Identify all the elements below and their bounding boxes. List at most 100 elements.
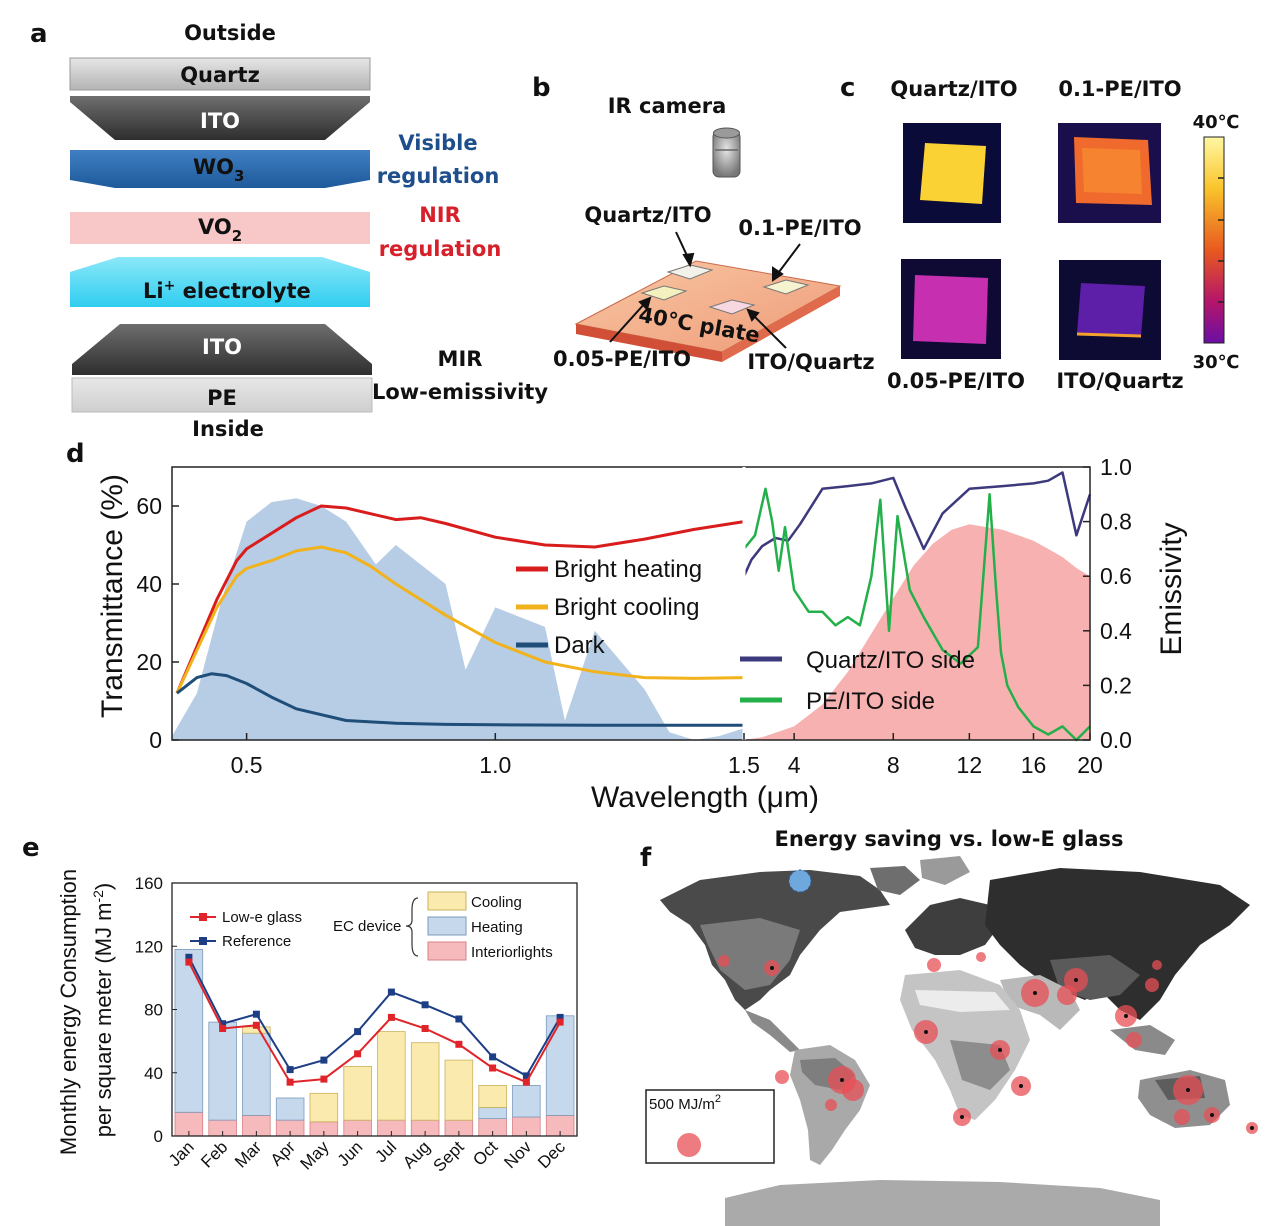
inside-label: Inside bbox=[192, 417, 264, 441]
x-tick-label-e: Jun bbox=[334, 1137, 367, 1170]
x-tick-label-e: May bbox=[297, 1137, 333, 1173]
bar-heating-mar bbox=[242, 1032, 271, 1116]
series-reference-line bbox=[188, 956, 561, 1078]
y-tick-label-right: 0.0 bbox=[1100, 727, 1132, 753]
series-bright-heating-line bbox=[175, 504, 745, 694]
x-tick-label-e: Jan bbox=[165, 1137, 198, 1170]
marker-reference bbox=[387, 988, 395, 996]
bubble-scale-label: 500 MJ/m2 bbox=[649, 1093, 721, 1113]
series-solar-spectrum-area bbox=[172, 498, 744, 740]
panel-f: f Energy saving vs. low-E glass bbox=[640, 827, 1258, 1226]
marker-low-e-glass bbox=[320, 1075, 328, 1083]
series-pe-ito-side-line bbox=[743, 487, 1091, 742]
bar-cooling-oct bbox=[478, 1085, 507, 1108]
legend-d-right: Quartz/ITO side PE/ITO side bbox=[740, 647, 975, 715]
x-tick-label-e: Apr bbox=[267, 1137, 299, 1169]
marker-low-e-glass bbox=[354, 1050, 362, 1058]
marker-reference bbox=[489, 1053, 497, 1061]
legend-label-heating: Heating bbox=[471, 919, 523, 936]
energy-saving-bubbles bbox=[718, 952, 1258, 1134]
bar-heating-nov bbox=[512, 1085, 541, 1118]
marker-reference bbox=[252, 1010, 260, 1018]
pe-layer bbox=[71, 377, 373, 413]
map-title: Energy saving vs. low-E glass bbox=[774, 827, 1123, 851]
x-tick-label-e: Feb bbox=[197, 1137, 231, 1171]
marker-reference bbox=[286, 1066, 294, 1074]
outside-label: Outside bbox=[184, 21, 276, 45]
x-tick-label-left: 0.5 bbox=[231, 752, 263, 778]
ir-camera-icon bbox=[712, 127, 741, 178]
marker-low-e-glass bbox=[252, 1021, 260, 1029]
legend-swatch-cooling bbox=[427, 891, 467, 911]
mir-label-1: MIR bbox=[438, 347, 483, 371]
legend-d-left: Bright heating Bright cooling Dark bbox=[516, 556, 702, 659]
x-tick-label-e: Mar bbox=[231, 1137, 265, 1171]
legend-label-bright-heating: Bright heating bbox=[554, 556, 702, 583]
ito-bottom-label: ITO bbox=[202, 335, 242, 359]
series-dark-line bbox=[176, 672, 744, 727]
legend-label-quartz-side: Quartz/ITO side bbox=[806, 647, 975, 674]
panel-letter-b: b bbox=[532, 73, 551, 103]
panel-b-arrows bbox=[609, 231, 801, 349]
bubble bbox=[976, 952, 986, 962]
y-axis-title-transmittance: Transmittance (%) bbox=[96, 474, 129, 718]
legend-label-dark: Dark bbox=[554, 632, 606, 659]
panel-a: a Outside Quartz ITO WO3 VO2 Li+ electro… bbox=[30, 19, 548, 441]
sample-0.1-pe-ito bbox=[762, 279, 810, 295]
panel-letter-e: e bbox=[22, 833, 40, 863]
bar-cooling-sept bbox=[444, 1059, 474, 1121]
x-tick-label-right: 16 bbox=[1021, 752, 1047, 778]
y-tick-label-e: 0 bbox=[154, 1127, 163, 1146]
sample-0.05-pe-ito bbox=[640, 285, 688, 301]
bubble bbox=[1174, 1109, 1190, 1125]
marker-reference bbox=[421, 1001, 429, 1009]
series-quartz-ito-side-line bbox=[742, 471, 1092, 577]
sample-ito-quartz bbox=[708, 299, 756, 315]
marker-reference bbox=[219, 1020, 227, 1028]
y-tick-label-right: 0.2 bbox=[1100, 672, 1132, 698]
y-tick-label-right: 0.4 bbox=[1100, 618, 1132, 644]
temperature-scale-bar bbox=[1203, 136, 1225, 344]
panel-c: c Quartz/ITO 0.1-PE/ITO 0.05-PE/ITO ITO/… bbox=[840, 73, 1239, 393]
nir-reg-label-1: NIR bbox=[419, 203, 461, 227]
thermal-title-ito-quartz: ITO/Quartz bbox=[1056, 369, 1183, 393]
label-0.05-pe-ito-b: 0.05-PE/ITO bbox=[553, 347, 691, 371]
visible-reg-label-1: Visible bbox=[398, 131, 477, 155]
bubble-scale-sample bbox=[677, 1133, 701, 1157]
quartz-label: Quartz bbox=[180, 63, 260, 87]
marker-reference bbox=[556, 1013, 564, 1021]
ito-bottom-layer bbox=[72, 324, 372, 375]
bar-cooling-jun bbox=[343, 1066, 372, 1121]
bubble bbox=[1126, 1032, 1142, 1048]
series-low-e-glass-line bbox=[188, 961, 561, 1084]
bubble bbox=[842, 1079, 864, 1101]
bubble-scale-box bbox=[645, 1089, 775, 1164]
panel-letter-d: d bbox=[66, 439, 85, 469]
legend-swatch-heating bbox=[427, 916, 467, 936]
marker-reference bbox=[522, 1072, 530, 1080]
x-axis-title-wavelength: Wavelength (μm) bbox=[591, 781, 819, 814]
x-tick-label-right: 20 bbox=[1077, 752, 1103, 778]
bubble bbox=[1152, 960, 1162, 970]
ec-device-label: EC device bbox=[333, 918, 401, 935]
scale-max-label: 40℃ bbox=[1193, 112, 1240, 133]
y-axis-title-e-line2: per square meter (MJ m-2) bbox=[90, 883, 116, 1138]
y-tick-label-right: 1.0 bbox=[1100, 454, 1132, 480]
bar-heating-jan bbox=[174, 949, 204, 1113]
label-ito-quartz-b: ITO/Quartz bbox=[747, 350, 874, 374]
bar-heating-apr bbox=[275, 1097, 305, 1121]
visible-reg-label-2: regulation bbox=[377, 164, 500, 188]
thermal-title-0.05-pe-ito: 0.05-PE/ITO bbox=[887, 369, 1025, 393]
marker-low-e-glass bbox=[522, 1078, 530, 1086]
vo2-label: VO2 bbox=[198, 215, 242, 245]
x-tick-label-e: Jul bbox=[371, 1137, 400, 1166]
marker-low-e-glass bbox=[489, 1064, 497, 1072]
legend-label-pe-side: PE/ITO side bbox=[806, 688, 935, 715]
panel-d: d 0 20 40 60 0.5 1.0 1.5 0.0 0.2 0.4 0.6 0.8 1.0 4 8 12… bbox=[66, 439, 1188, 814]
legend-label-low-e: Low-e glass bbox=[222, 909, 302, 926]
marker-low-e-glass bbox=[185, 958, 193, 966]
scale-min-label: 30℃ bbox=[1193, 352, 1240, 373]
legend-e-lines: Low-e glass Reference bbox=[190, 909, 302, 950]
thermal-title-0.1-pe-ito: 0.1-PE/ITO bbox=[1058, 77, 1181, 101]
